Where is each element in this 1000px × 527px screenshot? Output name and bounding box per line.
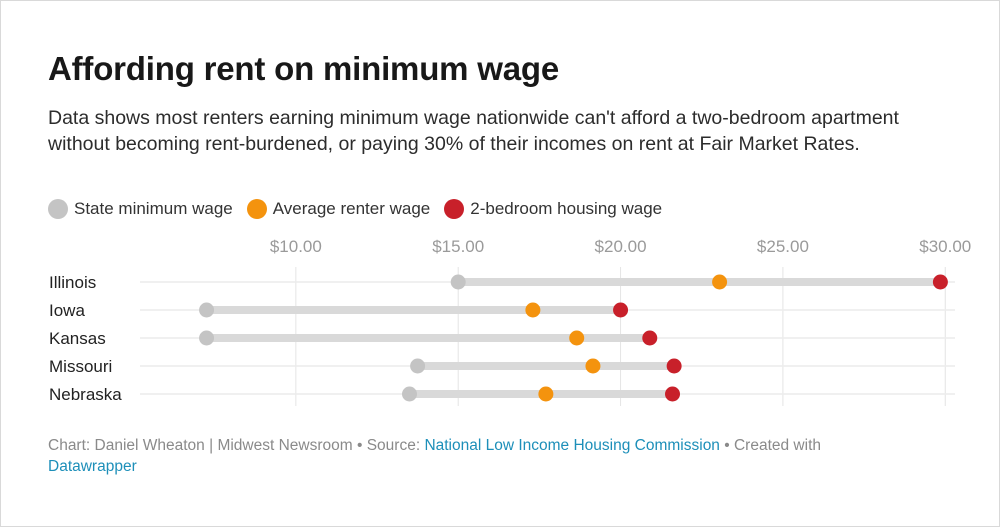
data-point xyxy=(642,330,658,346)
chart-title: Affording rent on minimum wage xyxy=(48,50,559,87)
legend-item-state-minimum-wage: State minimum wage xyxy=(48,199,233,219)
data-point xyxy=(666,358,682,374)
row-label: Missouri xyxy=(49,357,112,376)
data-point xyxy=(538,386,554,402)
data-point xyxy=(585,358,601,374)
legend-item-average-renter-wage: Average renter wage xyxy=(246,199,431,219)
data-point xyxy=(613,302,629,318)
data-point xyxy=(569,330,585,346)
legend-dot-icon xyxy=(246,199,267,219)
source-link[interactable]: National Low Income Housing Commission xyxy=(424,437,720,454)
chart-footer: Chart: Daniel Wheaton | Midwest Newsroom… xyxy=(48,435,928,477)
datawrapper-link[interactable]: Datawrapper xyxy=(48,458,137,475)
data-point xyxy=(199,302,215,318)
data-point xyxy=(712,274,728,290)
legend-label: Average renter wage xyxy=(272,199,431,218)
dot-range-chart: $10.00 $15.00 $20.00 $25.00 $30.00 Illinois Io… xyxy=(49,237,971,406)
x-tick-label: $20.00 xyxy=(595,237,647,256)
legend-dot-icon xyxy=(444,199,465,219)
x-tick-label: $10.00 xyxy=(270,237,322,256)
data-point xyxy=(525,302,541,318)
footer-created-with: • Created with xyxy=(719,437,821,454)
legend-dot-icon xyxy=(48,199,68,219)
row-label: Nebraska xyxy=(49,385,122,404)
legend-label: 2-bedroom housing wage xyxy=(470,199,663,218)
x-tick-label: $30.00 xyxy=(919,237,971,256)
data-point xyxy=(199,330,215,346)
x-tick-label: $25.00 xyxy=(757,237,809,256)
legend-item-housing-wage: 2-bedroom housing wage xyxy=(444,199,662,219)
data-point xyxy=(450,274,466,290)
row-label: Kansas xyxy=(49,329,106,348)
legend-label: State minimum wage xyxy=(74,199,233,218)
chart-subtitle: Data shows most renters earning minimum … xyxy=(48,107,899,155)
x-tick-label: $15.00 xyxy=(432,237,484,256)
footer-credit: Chart: Daniel Wheaton | Midwest Newsroom… xyxy=(48,437,425,454)
legend: State minimum wage Average renter wage 2… xyxy=(48,199,676,219)
row-label: Illinois xyxy=(49,273,96,292)
data-point xyxy=(402,386,418,402)
data-point xyxy=(410,358,426,374)
data-point xyxy=(665,386,681,402)
data-point xyxy=(932,274,948,290)
row-label: Iowa xyxy=(49,301,85,320)
